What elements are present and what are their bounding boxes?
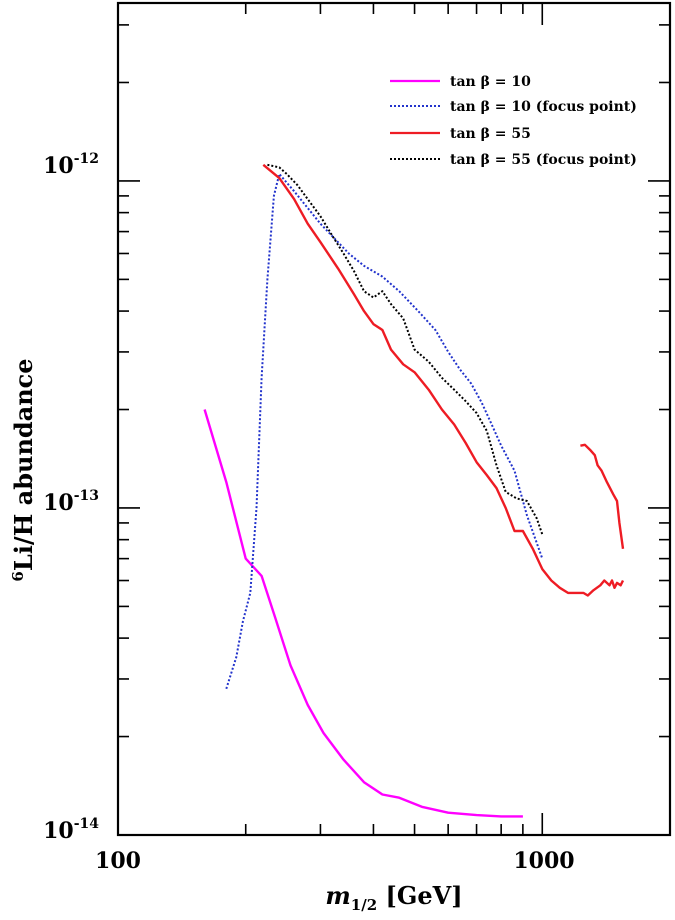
series-line-tan-55-upper-branch xyxy=(580,443,625,549)
y-tick-label-1e-14: 10-14 xyxy=(43,816,99,844)
plot-frame xyxy=(116,1,672,837)
y-tick-label-1e-12: 10-12 xyxy=(43,151,99,179)
series-line-tan-55 xyxy=(262,163,625,597)
legend-label-tan55: tan β = 55 xyxy=(450,126,531,142)
x-tick-label-1000: 1000 xyxy=(513,848,574,874)
series-line-tan-55-focus-point xyxy=(267,163,544,535)
axes-frame xyxy=(116,1,672,837)
x-tick-label-100: 100 xyxy=(95,848,141,874)
series-line-tan-10-focus-point xyxy=(225,173,544,690)
legend-label-tan10-focus: tan β = 10 (focus point) xyxy=(450,99,637,115)
axis-ticks xyxy=(117,3,671,836)
legend-label-tan10: tan β = 10 xyxy=(450,74,531,90)
legend: tan β = 10 tan β = 10 (focus point) tan … xyxy=(390,74,637,168)
plot-curves xyxy=(203,163,625,818)
y-tick-label-1e-13: 10-13 xyxy=(43,488,99,516)
legend-label-tan55-focus: tan β = 55 (focus point) xyxy=(450,152,637,168)
y-axis-title: 6Li/H abundance xyxy=(9,358,38,581)
x-axis-title: m1/2 [GeV] xyxy=(325,881,462,914)
series-line-tan-10 xyxy=(203,409,523,818)
